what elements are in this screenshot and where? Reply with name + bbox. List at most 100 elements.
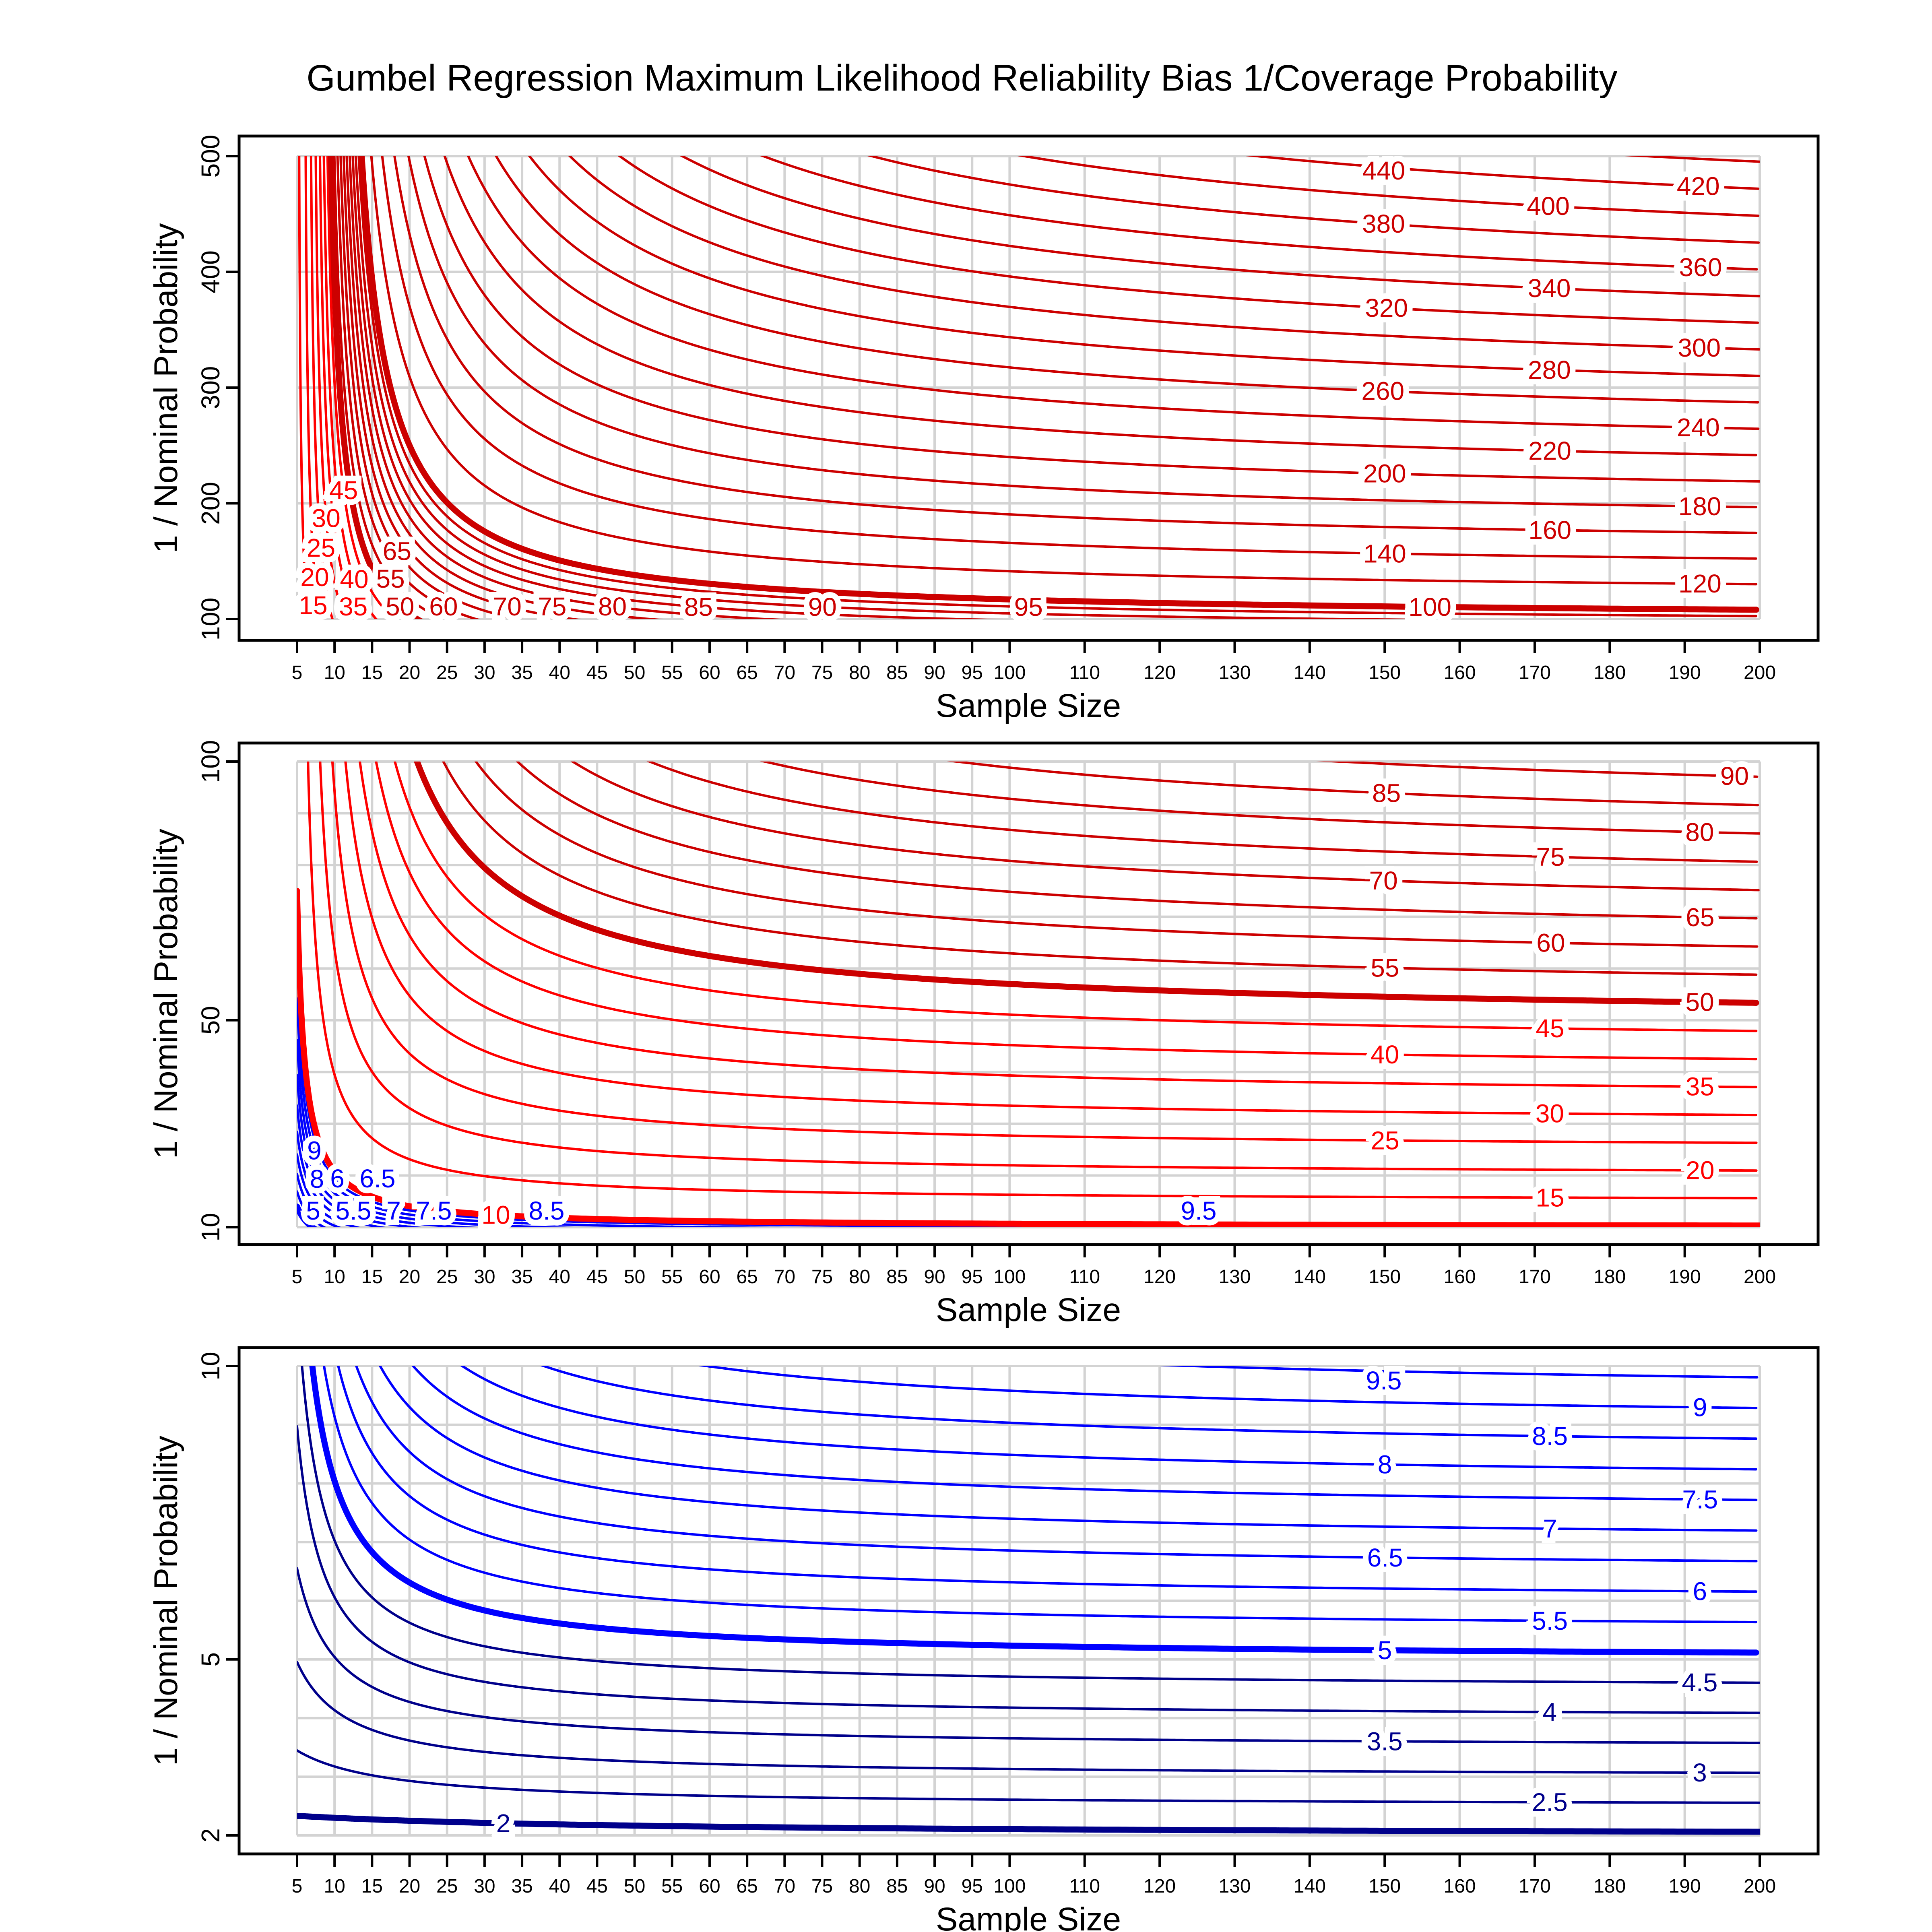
- contour-line-2: [297, 1812, 1760, 1835]
- x-tick-label: 40: [549, 662, 570, 683]
- x-tick-label: 20: [399, 1876, 420, 1897]
- grid: [296, 1365, 1761, 1837]
- chart-title: Gumbel Regression Maximum Likelihood Rel…: [306, 58, 1617, 99]
- x-tick-label: 120: [1144, 1266, 1176, 1288]
- x-tick-label: 190: [1669, 1876, 1701, 1897]
- contour-label: 15: [299, 591, 327, 620]
- contour-label: 55: [376, 564, 405, 593]
- x-tick-label: 95: [962, 1876, 983, 1897]
- contour-label: 20: [1686, 1156, 1714, 1185]
- x-tick-label: 10: [324, 1876, 345, 1897]
- contour-line-10: [297, 888, 1760, 1227]
- contour-line-8-5: [540, 1366, 1758, 1440]
- x-tick-label: 5: [292, 1876, 303, 1897]
- contour-line-7-5: [297, 1104, 427, 1227]
- contour-line-40: [322, 156, 378, 619]
- x-axis-label: Sample Size: [936, 687, 1121, 724]
- x-tick-label: 120: [1144, 1876, 1176, 1897]
- contour-label: 300: [1678, 333, 1721, 362]
- contour-label: 90: [1720, 762, 1749, 791]
- x-tick-label: 15: [361, 1266, 383, 1288]
- contour-label: 45: [1536, 1014, 1564, 1043]
- contour-label: 4.5: [1682, 1668, 1717, 1697]
- x-axis-label: Sample Size: [936, 1292, 1121, 1328]
- contour-line-60: [336, 156, 481, 619]
- contour-line-80: [760, 762, 1760, 835]
- contour-label: 5: [1378, 1636, 1392, 1665]
- contour-label: 8: [1378, 1450, 1392, 1479]
- contour-line-75: [345, 156, 664, 619]
- y-tick-label: 50: [196, 1006, 225, 1034]
- contour-label: 7: [386, 1196, 401, 1225]
- contour-line-340: [680, 156, 1760, 297]
- panel-2: 5 5.56 6.57 7.588.599.510152025303540455055…: [148, 740, 1820, 1328]
- contour-label: 65: [383, 537, 411, 566]
- x-tick-label: 45: [586, 1266, 608, 1288]
- x-tick-label: 65: [736, 1266, 758, 1288]
- contour-label: 180: [1678, 492, 1721, 521]
- contour-line-30: [344, 762, 1757, 1117]
- contour-line-120: [370, 156, 1758, 586]
- x-tick-label: 180: [1593, 1266, 1626, 1288]
- contour-line-7-5: [411, 1366, 1758, 1501]
- contour-label: 220: [1528, 436, 1571, 465]
- contour-label: 20: [300, 563, 329, 592]
- contour-line-240: [467, 156, 1760, 430]
- contour-line-7: [297, 1130, 388, 1227]
- contour-label: 70: [493, 592, 522, 621]
- x-tick-label: 200: [1744, 1266, 1776, 1288]
- x-tick-label: 70: [774, 1266, 795, 1288]
- x-tick-label: 140: [1294, 662, 1326, 683]
- x-tick-label: 160: [1444, 662, 1476, 683]
- contour-line-95: [357, 156, 1757, 617]
- contour-label: 50: [386, 592, 414, 621]
- x-tick-label: 170: [1519, 1266, 1551, 1288]
- x-tick-label: 15: [361, 1876, 383, 1897]
- x-tick-label: 50: [624, 662, 645, 683]
- x-tick-label: 20: [399, 662, 420, 683]
- x-tick-label: 110: [1069, 662, 1100, 683]
- x-tick-label: 190: [1669, 662, 1701, 683]
- contour-label: 7.5: [416, 1196, 452, 1225]
- x-tick-label: 140: [1294, 1876, 1326, 1897]
- contour-label: 70: [1369, 866, 1398, 895]
- contour-line-420: [1245, 156, 1760, 190]
- contour-label: 6.5: [1367, 1543, 1403, 1572]
- x-tick-label: 55: [661, 1876, 683, 1897]
- x-tick-label: 5: [292, 662, 303, 683]
- x-tick-label: 130: [1218, 1876, 1251, 1897]
- x-tick-label: 170: [1519, 1876, 1551, 1897]
- contour-label: 4: [1542, 1697, 1557, 1726]
- contour-label: 9: [307, 1136, 322, 1165]
- y-axis-label: 1 / Nominal Probability: [148, 829, 184, 1159]
- contour-label: 50: [1686, 988, 1714, 1017]
- contour-label: 360: [1679, 253, 1722, 282]
- x-tick-label: 60: [699, 1876, 720, 1897]
- contour-line-320: [617, 156, 1759, 324]
- x-tick-label: 160: [1444, 1266, 1476, 1288]
- y-axis: 100 200 300 400 500 1 / Nominal Probability: [148, 135, 239, 640]
- contour-label: 75: [1536, 842, 1565, 871]
- contour-lines: [298, 156, 1760, 619]
- contour-lines: [297, 1366, 1760, 1835]
- x-tick-label: 65: [736, 1876, 758, 1897]
- contour-label: 440: [1362, 156, 1406, 185]
- contour-line-8: [297, 1074, 486, 1227]
- contour-label: 320: [1365, 293, 1408, 322]
- x-tick-label: 95: [962, 1266, 983, 1288]
- x-tick-label: 35: [511, 1266, 533, 1288]
- contour-lines: [297, 762, 1760, 1227]
- x-tick-label: 35: [511, 1876, 533, 1897]
- x-tick-label: 95: [962, 662, 983, 683]
- contour-label: 55: [1371, 953, 1399, 982]
- x-axis: 5 10 15 20 25 30 35 40 45 50 55 60 65 70 75 80 85 90 95 100…: [292, 1245, 1776, 1328]
- x-tick-label: 190: [1669, 1266, 1701, 1288]
- x-tick-label: 200: [1744, 1876, 1776, 1897]
- contour-line-80: [348, 156, 789, 619]
- contour-label: 100: [1408, 592, 1451, 621]
- contour-label: 10: [481, 1201, 510, 1230]
- x-tick-label: 140: [1294, 1266, 1326, 1288]
- contour-line-9: [698, 1366, 1758, 1410]
- contour-line-50: [328, 156, 423, 619]
